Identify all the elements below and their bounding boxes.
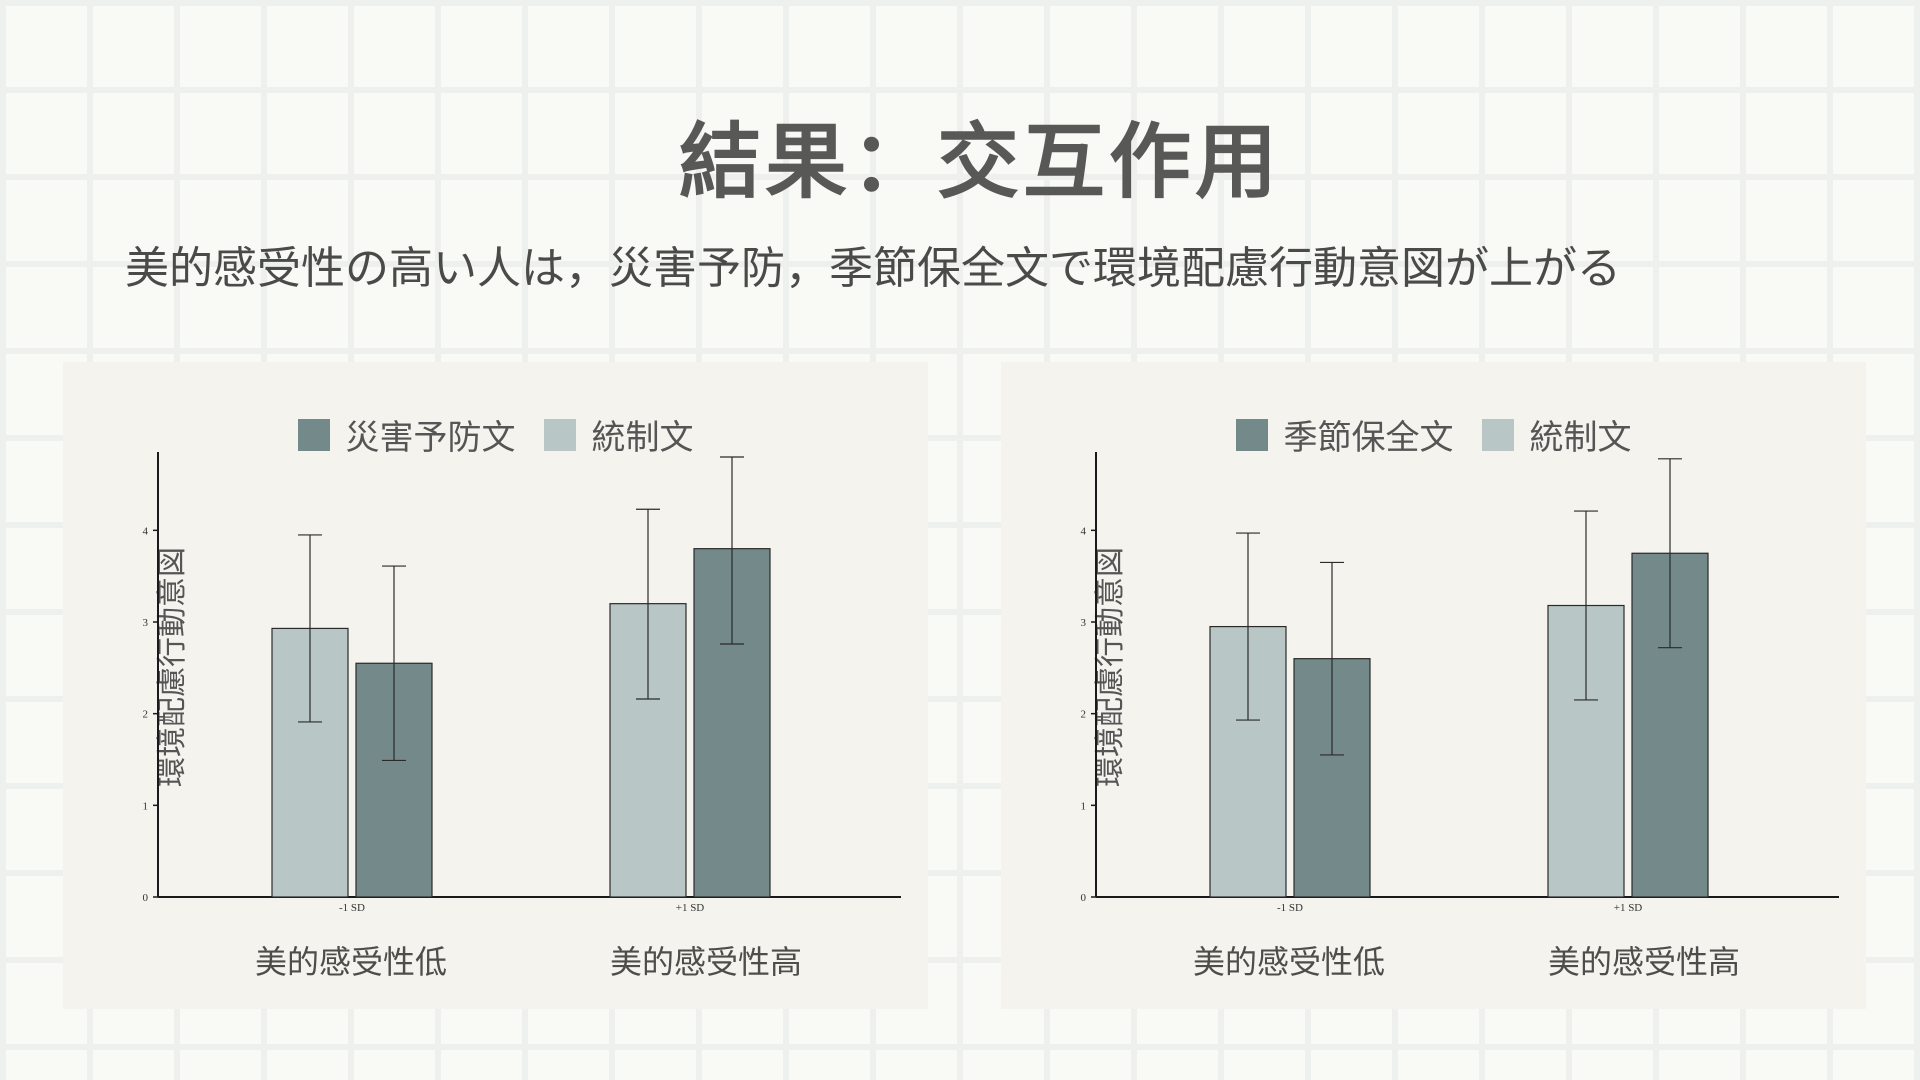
x-category-low: 美的感受性低: [254, 943, 447, 981]
legend-item-control: 統制文: [543, 410, 694, 459]
legend-label-control: 統制文: [591, 418, 694, 458]
legend-swatch-dark: [297, 418, 330, 451]
y-tick-label: 0: [143, 892, 149, 904]
page-title: 結果：交互作用: [678, 115, 1281, 210]
legend-item-control: 統制文: [1481, 410, 1632, 459]
x-tick-label: +1 SD: [1614, 902, 1643, 914]
y-tick-label: 3: [1081, 617, 1087, 629]
y-tick-label: 0: [1081, 892, 1087, 904]
x-tick-label: +1 SD: [676, 902, 705, 914]
x-category-high: 美的感受性高: [1547, 943, 1740, 981]
page-subtitle: 美的感受性の高い人は，災害予防，季節保全文で環境配慮行動意図が上がる: [125, 243, 1621, 294]
x-tick-label: -1 SD: [339, 902, 365, 914]
legend-swatch-light: [543, 418, 576, 451]
x-tick-label: -1 SD: [1277, 902, 1303, 914]
chart-legend: 季節保全文 統制文: [1001, 410, 1866, 459]
legend-label-treatment: 季節保全文: [1283, 418, 1454, 458]
chart-legend: 災害予防文 統制文: [63, 410, 928, 459]
y-tick-label: 1: [143, 800, 149, 812]
legend-label-control: 統制文: [1529, 418, 1632, 458]
y-tick-label: 4: [1081, 525, 1087, 537]
chart-panel-disaster: 災害予防文 統制文 環境配慮行動意図 0 1 2 3 4 -1 SD +1 SD 美的感受性…: [63, 362, 928, 1009]
legend-label-treatment: 災害予防文: [345, 418, 516, 458]
x-category-low: 美的感受性低: [1192, 943, 1385, 981]
chart-panel-season: 季節保全文 統制文 環境配慮行動意図 0 1 2 3 4 -1 SD +1 SD 美的感受性…: [1001, 362, 1866, 1009]
legend-item-treatment: 季節保全文: [1235, 410, 1454, 459]
y-tick-label: 2: [1081, 709, 1087, 721]
legend-item-treatment: 災害予防文: [297, 410, 516, 459]
bar-chart-disaster: 0 1 2 3 4 -1 SD +1 SD: [143, 452, 901, 914]
y-tick-label: 2: [143, 709, 149, 721]
legend-swatch-dark: [1235, 418, 1268, 451]
y-tick-label: 3: [143, 617, 149, 629]
y-tick-label: 4: [143, 525, 149, 537]
bar-chart-season: 0 1 2 3 4 -1 SD +1 SD: [1081, 452, 1839, 914]
y-tick-label: 1: [1081, 800, 1087, 812]
legend-swatch-light: [1481, 418, 1514, 451]
x-category-high: 美的感受性高: [609, 943, 802, 981]
